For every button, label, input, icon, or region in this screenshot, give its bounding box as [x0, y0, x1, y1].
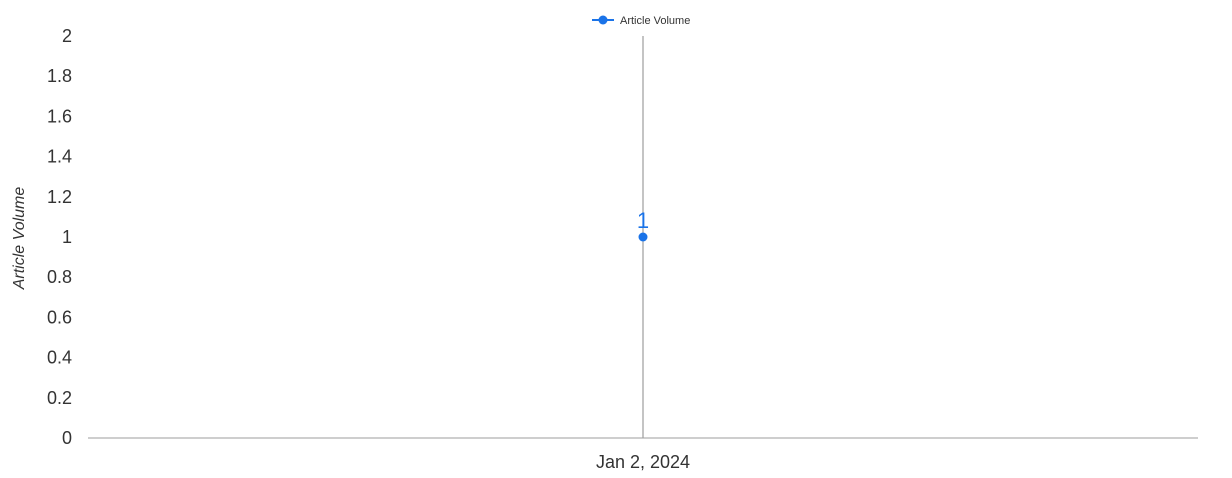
y-tick-label: 1.8 — [47, 66, 72, 86]
x-axis-tick-labels: Jan 2, 2024 — [596, 452, 690, 472]
y-axis-title: Article Volume — [11, 187, 28, 291]
y-tick-label: 0.6 — [47, 307, 72, 327]
data-label: 1 — [637, 208, 649, 233]
y-tick-label: 0.4 — [47, 348, 72, 368]
y-tick-label: 0.2 — [47, 388, 72, 408]
y-tick-label: 0 — [62, 428, 72, 448]
y-tick-label: 2 — [62, 26, 72, 46]
y-tick-label: 1.6 — [47, 106, 72, 126]
series-article-volume: 1 — [637, 208, 649, 242]
x-tick-label: Jan 2, 2024 — [596, 452, 690, 472]
y-tick-label: 1.4 — [47, 147, 72, 167]
legend-marker — [598, 15, 608, 25]
y-tick-label: 0.8 — [47, 267, 72, 287]
data-point[interactable] — [638, 232, 648, 242]
y-axis-tick-labels: 0 0.2 0.4 0.6 0.8 1 1.2 1.4 1.6 1.8 2 — [47, 26, 72, 448]
legend-label: Article Volume — [620, 15, 690, 27]
legend[interactable]: Article Volume — [592, 15, 690, 27]
y-tick-label: 1.2 — [47, 187, 72, 207]
y-tick-label: 1 — [62, 227, 72, 247]
